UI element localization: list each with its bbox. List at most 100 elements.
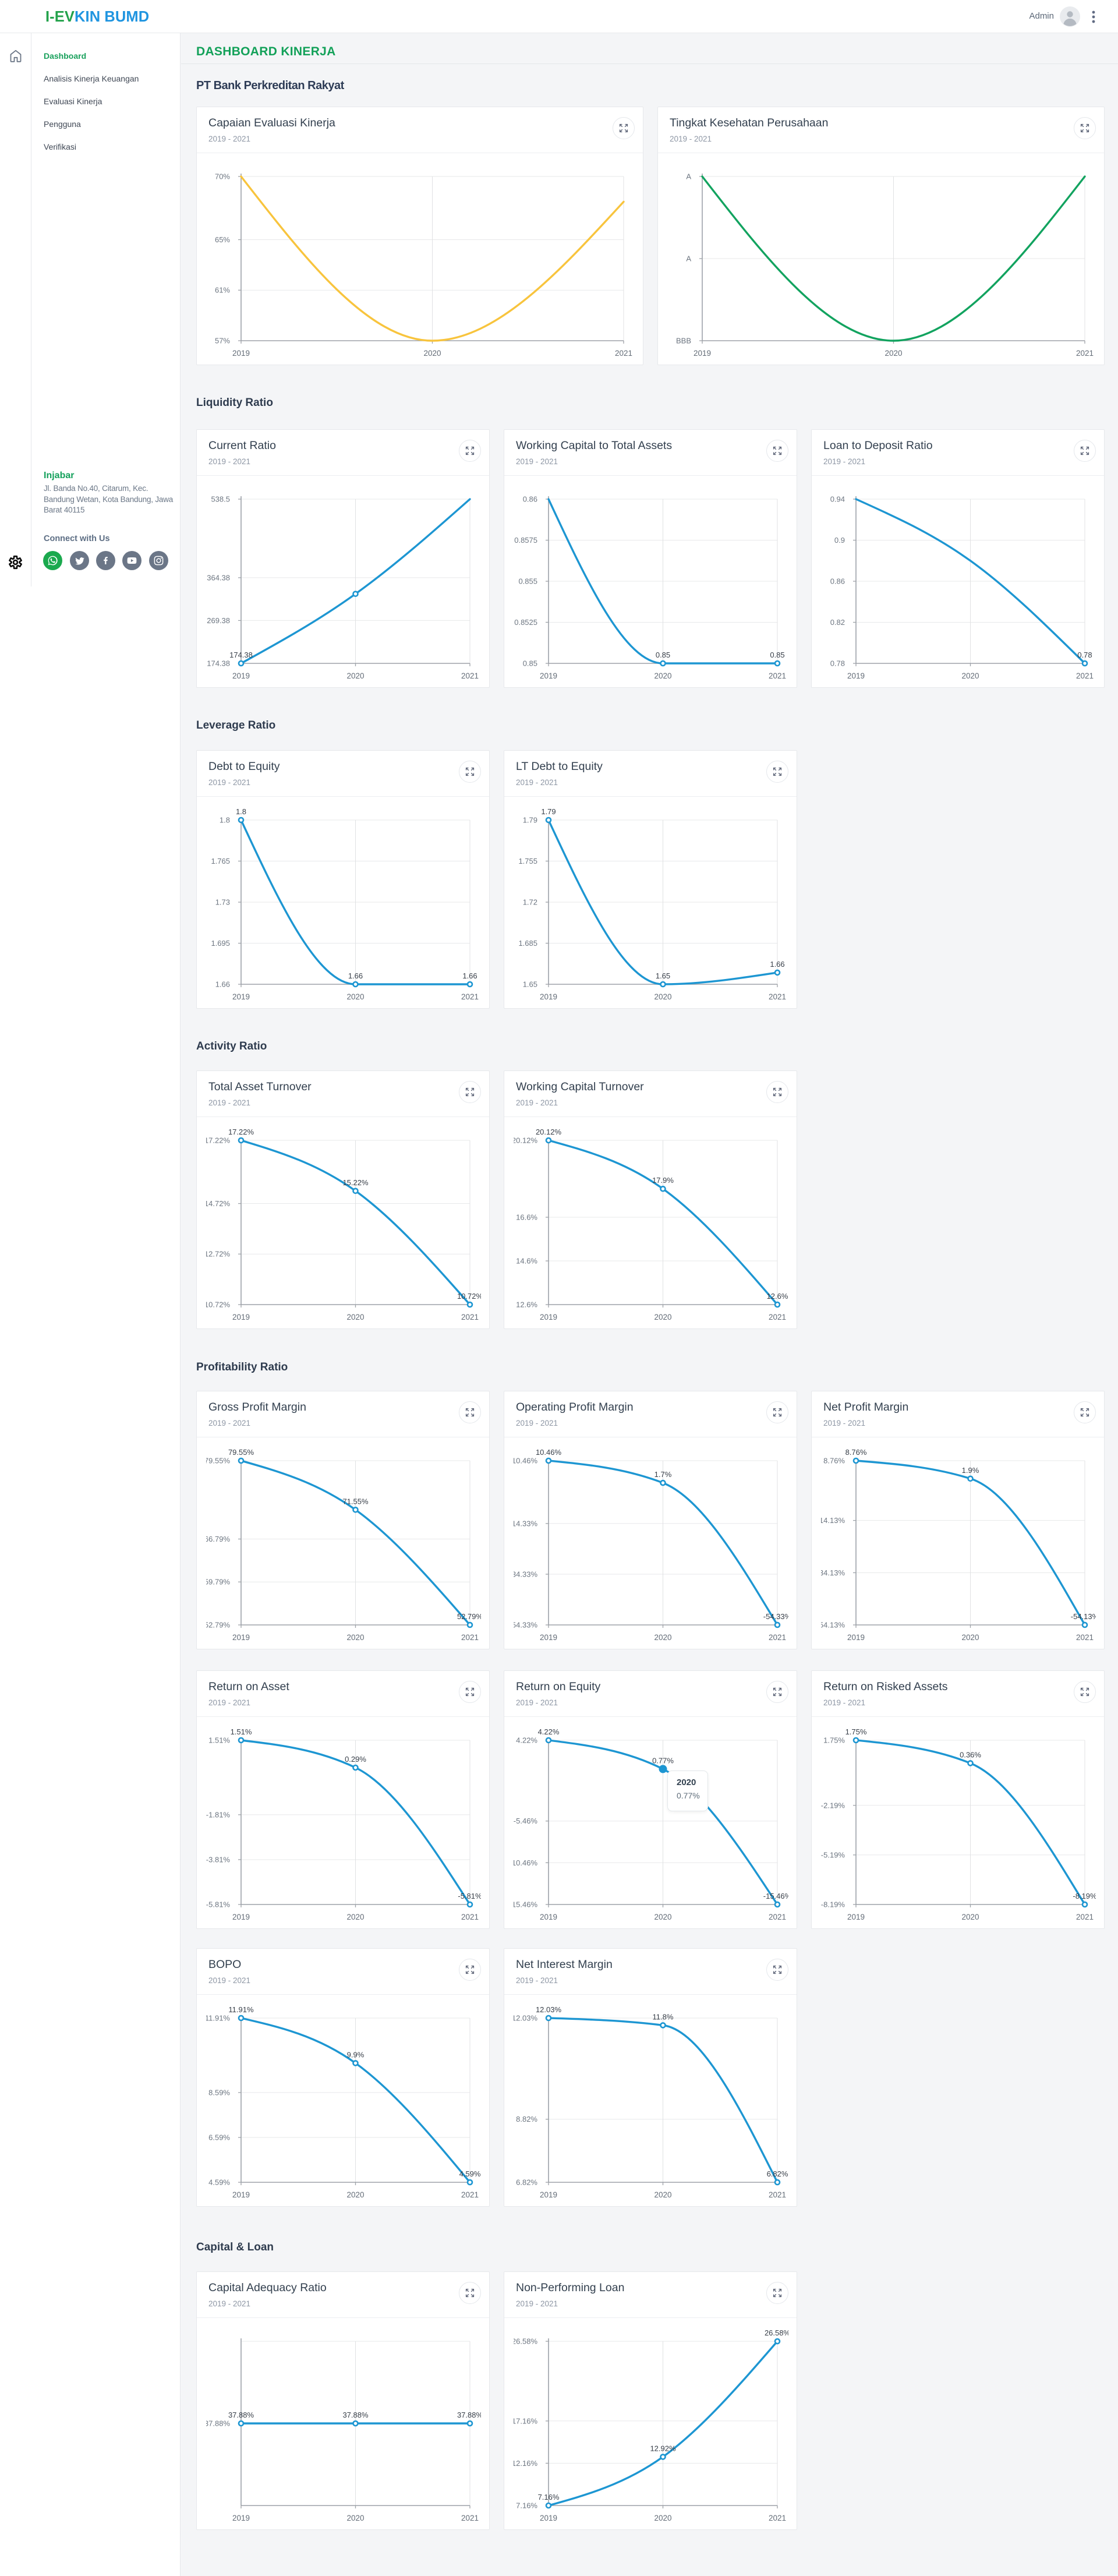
svg-text:1.66: 1.66 [462,971,477,980]
svg-text:70%: 70% [215,172,230,181]
svg-text:61%: 61% [215,286,230,295]
svg-text:12.03%: 12.03% [536,2005,562,2014]
svg-text:0.86: 0.86 [523,495,537,504]
svg-text:2020: 2020 [885,349,902,358]
svg-text:2020: 2020 [654,2190,671,2199]
svg-text:26.58%: 26.58% [512,2337,538,2346]
svg-text:174.38: 174.38 [207,659,230,668]
svg-text:-5.19%: -5.19% [821,1850,845,1859]
svg-text:0.855: 0.855 [518,577,537,586]
svg-text:2020: 2020 [654,672,671,680]
svg-text:2021: 2021 [461,1633,479,1642]
svg-text:2020: 2020 [346,2190,364,2199]
svg-text:2021: 2021 [769,672,786,680]
svg-text:59.79%: 59.79% [204,1578,231,1586]
svg-text:20.12%: 20.12% [512,1136,538,1145]
svg-text:538.5: 538.5 [211,495,230,504]
svg-text:2019: 2019 [232,1313,250,1321]
svg-text:1.66: 1.66 [770,960,784,969]
svg-text:52.79%: 52.79% [204,1621,231,1630]
svg-text:1.9%: 1.9% [962,1466,979,1475]
svg-text:-15.46%: -15.46% [763,1892,792,1900]
svg-text:0.86: 0.86 [830,577,845,586]
svg-text:2021: 2021 [769,1913,786,1921]
svg-text:1.75%: 1.75% [823,1736,845,1745]
svg-text:2020: 2020 [961,1913,979,1921]
svg-text:1.79: 1.79 [541,807,556,816]
svg-text:0.85: 0.85 [656,651,670,659]
svg-text:2019: 2019 [540,1913,557,1921]
svg-text:2020: 2020 [654,1633,671,1642]
svg-text:0.8525: 0.8525 [514,618,537,627]
svg-text:-5.46%: -5.46% [514,1817,538,1825]
svg-text:2021: 2021 [769,992,786,1001]
svg-text:2020: 2020 [654,992,671,1001]
svg-text:2019: 2019 [232,1633,250,1642]
svg-text:A: A [686,172,691,181]
svg-text:14.6%: 14.6% [516,1257,537,1266]
svg-text:12.6%: 12.6% [516,1301,537,1309]
svg-text:-54.33%: -54.33% [510,1621,538,1630]
svg-text:2021: 2021 [769,1313,786,1321]
svg-text:17.22%: 17.22% [228,1128,254,1136]
svg-text:71.55%: 71.55% [342,1497,369,1506]
svg-text:1.7%: 1.7% [654,1470,672,1479]
svg-text:2020: 2020 [654,2514,671,2522]
svg-text:2019: 2019 [232,1913,250,1921]
svg-text:2021: 2021 [461,2514,479,2522]
svg-text:0.36%: 0.36% [960,1750,981,1759]
svg-text:2021: 2021 [461,1313,479,1321]
svg-text:2020: 2020 [346,1633,364,1642]
svg-text:2019: 2019 [847,1633,865,1642]
svg-text:BBB: BBB [676,337,691,345]
svg-text:1.65: 1.65 [523,980,537,989]
svg-text:17.16%: 17.16% [512,2416,538,2425]
svg-text:7.16%: 7.16% [516,2501,537,2510]
svg-text:-5.81%: -5.81% [206,1900,231,1909]
svg-text:52.79%: 52.79% [457,1612,483,1621]
svg-text:2020: 2020 [654,1313,671,1321]
svg-text:0.29%: 0.29% [345,1755,366,1764]
svg-text:0.9: 0.9 [834,536,845,545]
svg-text:0.8575: 0.8575 [514,536,537,545]
svg-text:1.765: 1.765 [211,857,230,865]
svg-text:-14.33%: -14.33% [510,1519,538,1528]
svg-text:6.82%: 6.82% [767,2169,788,2178]
svg-text:2019: 2019 [540,672,557,680]
svg-text:12.6%: 12.6% [767,1292,788,1301]
svg-text:2019: 2019 [232,672,250,680]
svg-text:-1.81%: -1.81% [206,1810,231,1819]
svg-text:7.16%: 7.16% [538,2493,560,2501]
svg-text:-54.33%: -54.33% [763,1612,792,1621]
svg-text:37.88%: 37.88% [204,2419,231,2428]
svg-text:17.22%: 17.22% [204,1136,231,1145]
svg-text:2021: 2021 [1076,349,1094,358]
svg-text:12.16%: 12.16% [512,2459,538,2468]
svg-text:2020: 2020 [346,1913,364,1921]
svg-text:37.88%: 37.88% [457,2411,483,2419]
svg-text:0.85: 0.85 [523,659,537,668]
svg-text:2021: 2021 [461,1913,479,1921]
svg-text:6.82%: 6.82% [516,2178,537,2187]
svg-text:2021: 2021 [769,2514,786,2522]
svg-text:2019: 2019 [540,2514,557,2522]
svg-text:2019: 2019 [540,2190,557,2199]
svg-text:2019: 2019 [847,672,865,680]
svg-text:1.72: 1.72 [523,898,537,907]
svg-text:364.38: 364.38 [207,573,230,582]
svg-text:2020: 2020 [654,1913,671,1921]
svg-text:1.73: 1.73 [215,898,230,907]
svg-text:10.46%: 10.46% [512,1457,538,1465]
svg-text:0.94: 0.94 [830,495,845,504]
svg-text:-14.13%: -14.13% [817,1516,845,1525]
svg-text:-3.81%: -3.81% [206,1856,231,1864]
svg-text:4.22%: 4.22% [538,1727,560,1736]
svg-text:4.22%: 4.22% [516,1736,537,1745]
svg-text:79.55%: 79.55% [204,1457,231,1465]
svg-text:0.85: 0.85 [770,651,784,659]
svg-text:1.66: 1.66 [348,971,363,980]
svg-text:2021: 2021 [769,2190,786,2199]
svg-text:2019: 2019 [540,992,557,1001]
svg-text:12.92%: 12.92% [650,2444,676,2453]
svg-text:1.8: 1.8 [220,816,230,825]
